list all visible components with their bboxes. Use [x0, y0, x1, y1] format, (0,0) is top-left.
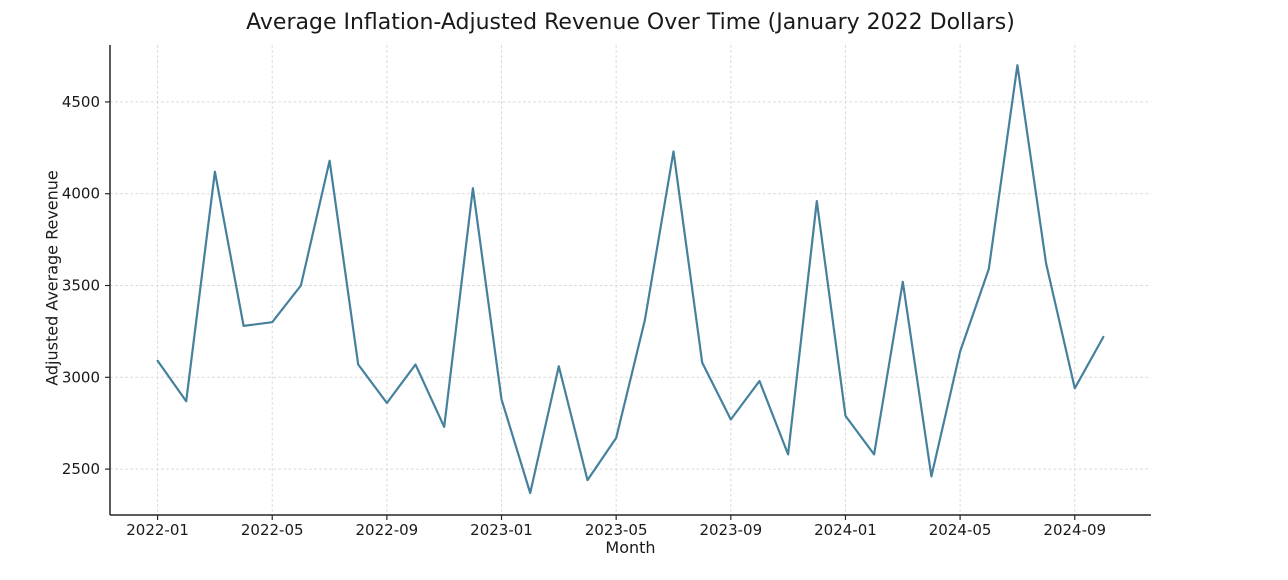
x-tick-label: 2022-05 [241, 521, 304, 539]
x-tick-label: 2023-01 [470, 521, 533, 539]
y-tick-label: 4500 [62, 93, 100, 111]
x-tick-label: 2024-01 [814, 521, 877, 539]
x-tick-label: 2024-09 [1043, 521, 1106, 539]
grid-lines [110, 45, 1151, 515]
x-tick-labels: 2022-01 2022-05 2022-09 2023-01 2023-05 2023-… [126, 521, 1106, 539]
x-tick-label: 2022-09 [356, 521, 419, 539]
axis-ticks [105, 101, 1076, 520]
y-tick-label: 3000 [62, 368, 100, 386]
y-tick-labels: 2500 3000 3500 4000 4500 [62, 93, 100, 478]
revenue-line-series [156, 64, 1105, 495]
y-tick-label: 3500 [62, 277, 100, 295]
chart-title: Average Inflation-Adjusted Revenue Over … [246, 10, 1015, 35]
x-tick-label: 2023-05 [585, 521, 648, 539]
x-tick-label: 2023-09 [699, 521, 762, 539]
y-tick-label: 4000 [62, 185, 100, 203]
x-tick-label: 2022-01 [126, 521, 189, 539]
x-tick-label: 2024-05 [929, 521, 992, 539]
axis-spines [109, 45, 1151, 516]
x-axis-label: Month [605, 538, 656, 557]
y-tick-label: 2500 [62, 460, 100, 478]
